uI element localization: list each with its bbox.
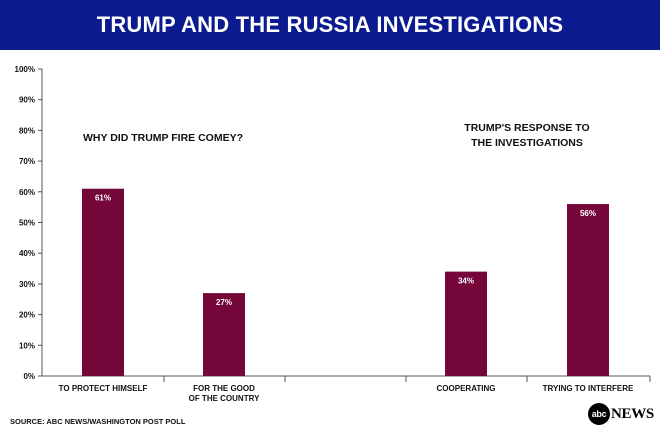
- y-tick-label: 70%: [19, 157, 35, 166]
- y-tick-label: 80%: [19, 126, 35, 135]
- bar-value-label: 61%: [95, 194, 111, 203]
- bar-value-label: 27%: [216, 298, 232, 307]
- bar-value-label: 34%: [458, 277, 474, 286]
- group-title: TRUMP'S RESPONSE TO: [464, 122, 589, 134]
- y-tick-label: 90%: [19, 96, 35, 105]
- news-logo-text: NEWS: [611, 405, 654, 422]
- x-category-label: TO PROTECT HIMSELF: [59, 384, 148, 393]
- x-category-label: COOPERATING: [437, 384, 496, 393]
- y-tick-label: 30%: [19, 280, 35, 289]
- y-tick-label: 60%: [19, 188, 35, 197]
- abc-logo-circle: abc: [588, 403, 610, 425]
- bar: [82, 188, 124, 376]
- y-tick-label: 100%: [15, 65, 35, 74]
- group-title: THE INVESTIGATIONS: [471, 137, 583, 149]
- x-category-label: OF THE COUNTRY: [189, 394, 260, 403]
- x-category-label: TRYING TO INTERFERE: [543, 384, 634, 393]
- chart-header: TRUMP AND THE RUSSIA INVESTIGATIONS: [0, 0, 660, 50]
- group-title: WHY DID TRUMP FIRE COMEY?: [83, 132, 243, 144]
- y-tick-label: 40%: [19, 249, 35, 258]
- y-tick-label: 10%: [19, 341, 35, 350]
- abc-news-logo: abc NEWS: [588, 402, 654, 426]
- chart-title: TRUMP AND THE RUSSIA INVESTIGATIONS: [96, 12, 564, 37]
- bar: [567, 204, 609, 376]
- bar: [445, 271, 487, 376]
- source-note: SOURCE: ABC NEWS/WASHINGTON POST POLL: [10, 417, 186, 426]
- bar-value-label: 56%: [580, 209, 596, 218]
- y-tick-label: 50%: [19, 219, 35, 228]
- bar: [203, 293, 245, 376]
- x-category-label: FOR THE GOOD: [193, 384, 255, 393]
- bar-chart: 0% 10% 20% 30% 40% 50% 60% 70% 80% 90% 100% WHY DID…: [15, 65, 651, 403]
- y-tick-label: 0%: [23, 372, 35, 381]
- y-tick-label: 20%: [19, 311, 35, 320]
